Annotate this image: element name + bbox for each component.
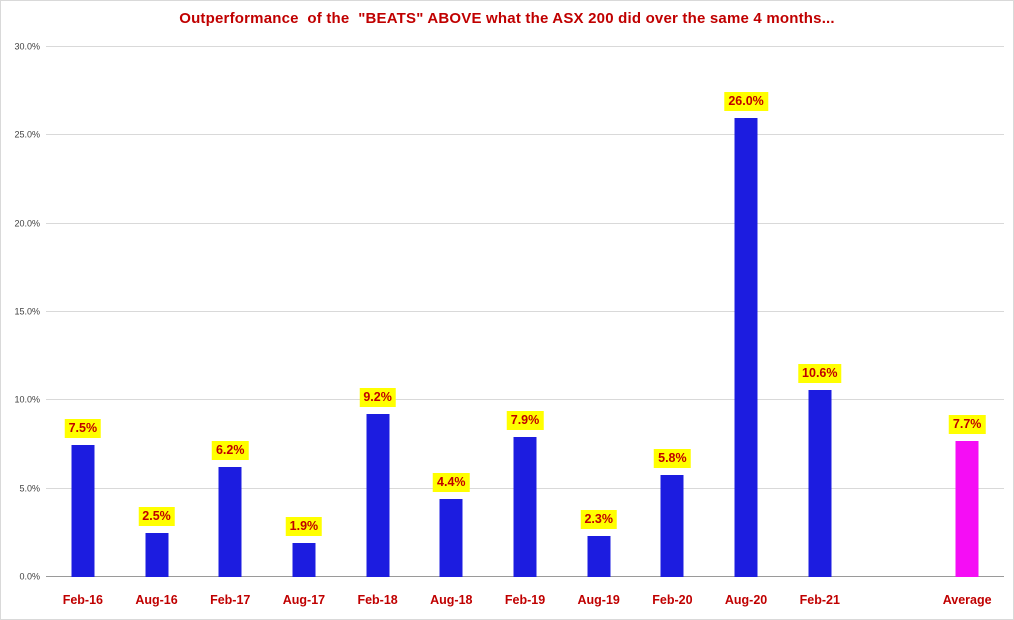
data-label-feb-17: 6.2% — [211, 441, 249, 461]
x-tick-label-feb-17: Feb-17 — [210, 593, 251, 607]
bar-aug-19 — [587, 536, 611, 577]
x-tick-label-aug-16: Aug-16 — [135, 593, 178, 607]
bar-aug-18 — [439, 499, 463, 577]
bar-aug-16 — [145, 532, 169, 577]
data-label-feb-16: 7.5% — [64, 418, 102, 438]
bar-feb-19 — [513, 437, 537, 577]
y-tick-label: 5.0% — [19, 483, 40, 494]
y-tick-label: 0.0% — [19, 571, 40, 582]
x-tick-label-feb-19: Feb-19 — [504, 593, 546, 607]
data-label-feb-19: 7.9% — [506, 411, 544, 431]
chart-title: Outperformance of the "BEATS" ABOVE what… — [179, 10, 835, 27]
x-tick-label-feb-20: Feb-20 — [652, 593, 693, 607]
gridline — [46, 311, 1004, 312]
data-label-aug-19: 2.3% — [580, 510, 617, 530]
data-label-aug-18: 4.4% — [433, 473, 470, 493]
gridline — [46, 46, 1004, 47]
x-axis: Feb-16 Aug-16 Feb-17 Aug-17 Feb-18 Aug-18 Feb-… — [46, 593, 1004, 611]
bar-aug-17 — [292, 543, 316, 577]
data-label-feb-18: 9.2% — [359, 388, 396, 408]
x-tick-label-average: Average — [942, 593, 992, 607]
x-tick-label-feb-16: Feb-16 — [62, 593, 103, 607]
data-label-feb-21: 10.6% — [798, 363, 842, 383]
data-label-aug-20: 26.0% — [724, 91, 768, 111]
x-tick-label-feb-18: Feb-18 — [357, 593, 398, 607]
data-label-aug-17: 1.9% — [285, 517, 323, 537]
data-label-aug-16: 2.5% — [138, 506, 175, 526]
y-tick-label: 10.0% — [14, 394, 40, 405]
bar-feb-21 — [808, 389, 832, 577]
plot-area: 0.0% 5.0% 10.0% 15.0% 20.0% 25.0% 30.0% 7.5% 2.5… — [14, 42, 1004, 581]
gridline — [46, 222, 1004, 224]
data-label-feb-20: 5.8% — [654, 448, 691, 468]
x-tick-label-aug-19: Aug-19 — [577, 593, 620, 607]
bar-feb-16 — [71, 444, 95, 577]
y-tick-label: 30.0% — [14, 41, 40, 52]
y-tick-label: 20.0% — [14, 218, 40, 229]
bar-feb-18 — [366, 414, 390, 577]
data-label-average: 7.7% — [948, 414, 986, 434]
y-tick-label: 15.0% — [14, 306, 40, 317]
x-tick-label-aug-20: Aug-20 — [724, 593, 768, 607]
gridline — [46, 134, 1004, 136]
x-tick-label-aug-17: Aug-17 — [282, 593, 326, 607]
x-tick-label-aug-18: Aug-18 — [430, 593, 473, 607]
x-tick-label-feb-21: Feb-21 — [799, 593, 840, 607]
bar-average — [955, 440, 979, 577]
bar-feb-17 — [218, 467, 242, 577]
bar-feb-20 — [660, 474, 684, 577]
y-tick-label: 25.0% — [14, 129, 40, 140]
gridline — [46, 399, 1004, 401]
bar-aug-20 — [734, 117, 758, 577]
